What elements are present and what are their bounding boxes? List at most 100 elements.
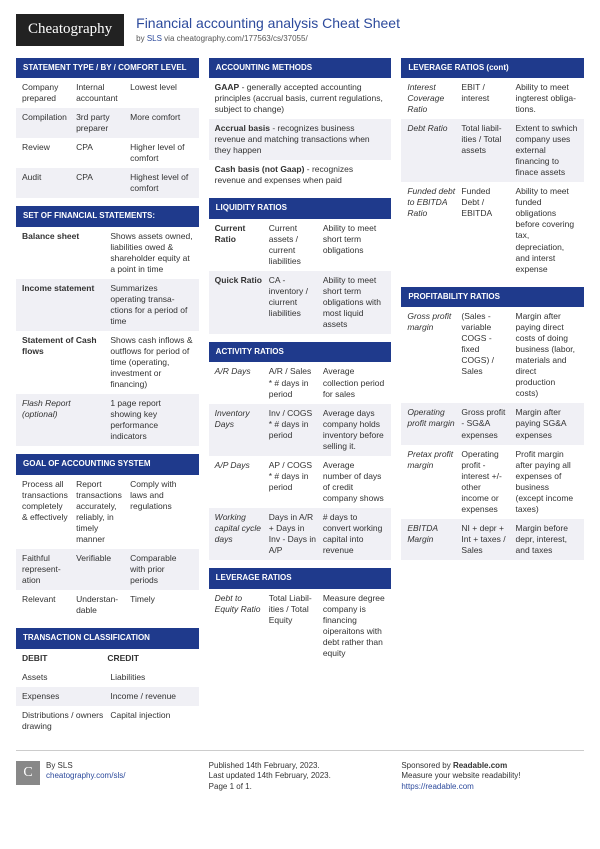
card-set-financial-statements: SET OF FINANCIAL STATEMENTS: Balance she… xyxy=(16,206,199,446)
cell: Extent to swhich company uses external f… xyxy=(516,123,579,178)
cell: Current assets / current liabilities xyxy=(269,223,317,267)
cell: Average collection period for sales xyxy=(323,366,386,399)
cell: Unders­tan­dable xyxy=(76,594,124,616)
cell: Company prepared xyxy=(22,82,70,104)
cell: Shows cash inflows & outflows for period… xyxy=(110,335,192,390)
cell: Higher level of comfort xyxy=(130,142,193,164)
footer-logo: C xyxy=(16,761,40,785)
table-row: Operating profit marginGross profit - SG… xyxy=(401,403,584,444)
cell: EBIT / interest xyxy=(461,82,509,115)
table-row: AssetsLiabilities xyxy=(16,668,199,687)
table-row: Expenses Income / revenue xyxy=(16,687,199,706)
table-row: Working capital cycle daysDays in A/R + … xyxy=(209,508,392,560)
cell: A/R / Sales * # days in period xyxy=(269,366,317,399)
cell: Measure degree company is financing oipe… xyxy=(323,593,386,659)
table-row: A/R DaysA/R / Sales * # days in periodAv… xyxy=(209,362,392,403)
page-title: Financial accounting analysis Cheat Shee… xyxy=(136,14,584,32)
card-title: LEVERAGE RATIOS xyxy=(209,568,392,588)
cell: Verifiable xyxy=(76,553,124,586)
cell: EBITDA Margin xyxy=(407,523,455,556)
table-row: Balance sheetShows assets owned, liabili… xyxy=(16,227,199,279)
cell: Ability to meet ingterest obliga­tions. xyxy=(516,82,579,115)
card-liquidity-ratios: LIQUIDITY RATIOS Current RatioCurrent as… xyxy=(209,198,392,334)
sponsor-link[interactable]: https://readable.com xyxy=(401,782,473,791)
table-row: Company preparedInternal accountantLowes… xyxy=(16,78,199,108)
cell: Process all transactions completely & ef… xyxy=(22,479,70,545)
table-row: Distributions / owners drawingCapital in… xyxy=(16,706,199,736)
card-title: SET OF FINANCIAL STATEMENTS: xyxy=(16,206,199,226)
table-row: Flash Report (optional)1 page report sho… xyxy=(16,394,199,446)
footer-author-link[interactable]: cheatography.com/sls/ xyxy=(46,771,125,780)
cell: CPA xyxy=(76,142,124,164)
cell: A/P Days xyxy=(215,460,263,504)
card-title: PROFITABILITY RATIOS xyxy=(401,287,584,307)
cell: Days in A/R + Days in Inv - Days in A/P xyxy=(269,512,317,556)
cell: Quick Ratio xyxy=(215,275,263,330)
cell: 1 page report showing key performance in… xyxy=(110,398,192,442)
table-row: Statement of Cash flowsShows cash inflow… xyxy=(16,331,199,394)
column-1: STATEMENT TYPE / BY / COMFORT LEVEL Comp… xyxy=(16,58,199,736)
cell: Statement of Cash flows xyxy=(22,335,104,390)
cell: Review xyxy=(22,142,70,164)
cell: Working capital cycle days xyxy=(215,512,263,556)
table-row: Debt to Equity RatioTotal Liabil­ities /… xyxy=(209,589,392,663)
table-row: Interest Coverage RatioEBIT / interestAb… xyxy=(401,78,584,119)
table-row: Review CPA Higher level of comfort xyxy=(16,138,199,168)
cell: Shows assets owned, liabilities owed & s… xyxy=(110,231,192,275)
card-statement-type: STATEMENT TYPE / BY / COMFORT LEVEL Comp… xyxy=(16,58,199,199)
card-title: LIQUIDITY RATIOS xyxy=(209,198,392,218)
table-row: Accrual basis - recognizes business reve… xyxy=(209,119,392,160)
cell: Inv / COGS * # days in period xyxy=(269,408,317,452)
cell: Audit xyxy=(22,172,70,194)
footer-publish: Published 14th February, 2023. Last upda… xyxy=(209,761,392,792)
table-row: Current RatioCurrent assets / current li… xyxy=(209,219,392,271)
card-title: ACCOUNTING METHODS xyxy=(209,58,392,78)
cell: Relevant xyxy=(22,594,70,616)
cell: Highest level of comfort xyxy=(130,172,193,194)
cell: Internal accountant xyxy=(76,82,124,104)
cell: Income / revenue xyxy=(110,691,192,702)
cell: Debt to Equity Ratio xyxy=(215,593,263,659)
cell: Expenses xyxy=(22,691,104,702)
card-goal-accounting: GOAL OF ACCOUNTING SYSTEM Process all tr… xyxy=(16,454,199,620)
cell: # days to convert working capital into r… xyxy=(323,512,386,556)
cell: Assets xyxy=(22,672,104,683)
cell: Income statement xyxy=(22,283,104,327)
table-row: Income statementSummarizes operating tra… xyxy=(16,279,199,331)
table-row: Cash basis (not Gaap) - recognizes reven… xyxy=(209,160,392,190)
cell: Balance sheet xyxy=(22,231,104,275)
cell: Timely xyxy=(130,594,193,616)
cell: Debt Ratio xyxy=(407,123,455,178)
cell: Ability to meet funded obligations befor… xyxy=(516,186,579,274)
cell: Total liabil­ities / Total assets xyxy=(461,123,509,178)
cell: Cash basis (not Gaap) - recognizes reven… xyxy=(215,164,386,186)
cell: (Sales - variable COGS - fixed COGS) / S… xyxy=(461,311,509,399)
via-text: via cheatography.com/177563/cs/37055/ xyxy=(162,34,308,43)
cell: Comparable with prior periods xyxy=(130,553,193,586)
header: Cheatography Financial accounting analys… xyxy=(16,14,584,46)
cell: Report transactions accurately, reliably… xyxy=(76,479,124,545)
col-debit: DEBIT xyxy=(22,653,107,664)
cell: Pretax profit margin xyxy=(407,449,455,515)
card-title: STATEMENT TYPE / BY / COMFORT LEVEL xyxy=(16,58,199,78)
cell: Inventory Days xyxy=(215,408,263,452)
table-row: Funded debt to EBITDA RatioFunded Debt /… xyxy=(401,182,584,278)
card-profitability-ratios: PROFITABILITY RATIOS Gross profit margin… xyxy=(401,287,584,560)
card-title: GOAL OF ACCOUNTING SYSTEM xyxy=(16,454,199,474)
footer-by: By SLS xyxy=(16,761,199,771)
card-transaction-classification: TRANSACTION CLASSIFICATION DEBIT CREDIT … xyxy=(16,628,199,736)
cell: Faithful repres­ent­ation xyxy=(22,553,70,586)
card-leverage-ratios-cont: LEVERAGE RATIOS (cont) Interest Coverage… xyxy=(401,58,584,279)
author-link[interactable]: SLS xyxy=(147,34,162,43)
card-accounting-methods: ACCOUNTING METHODS GAAP - generally acce… xyxy=(209,58,392,191)
table-header: DEBIT CREDIT xyxy=(16,649,199,668)
footer-page: Page 1 of 1. xyxy=(209,782,392,792)
card-leverage-ratios: LEVERAGE RATIOS Debt to Equity RatioTota… xyxy=(209,568,392,663)
cell: Ability to meet short term obligations xyxy=(323,223,386,267)
sponsor-name: Readable.com xyxy=(453,761,507,770)
cell: Average number of days of credit company… xyxy=(323,460,386,504)
cell: Distributions / owners drawing xyxy=(22,710,104,732)
footer-published: Published 14th February, 2023. xyxy=(209,761,392,771)
cell: Compil­ation xyxy=(22,112,70,134)
cell: Interest Coverage Ratio xyxy=(407,82,455,115)
